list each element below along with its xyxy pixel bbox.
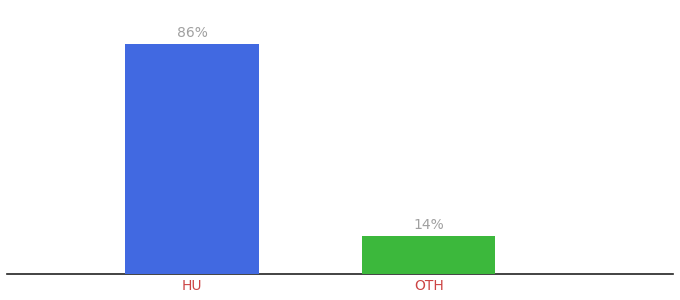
Text: 86%: 86% [177,26,207,40]
Text: 14%: 14% [413,218,444,232]
Bar [362,236,496,274]
Bar [125,44,258,274]
